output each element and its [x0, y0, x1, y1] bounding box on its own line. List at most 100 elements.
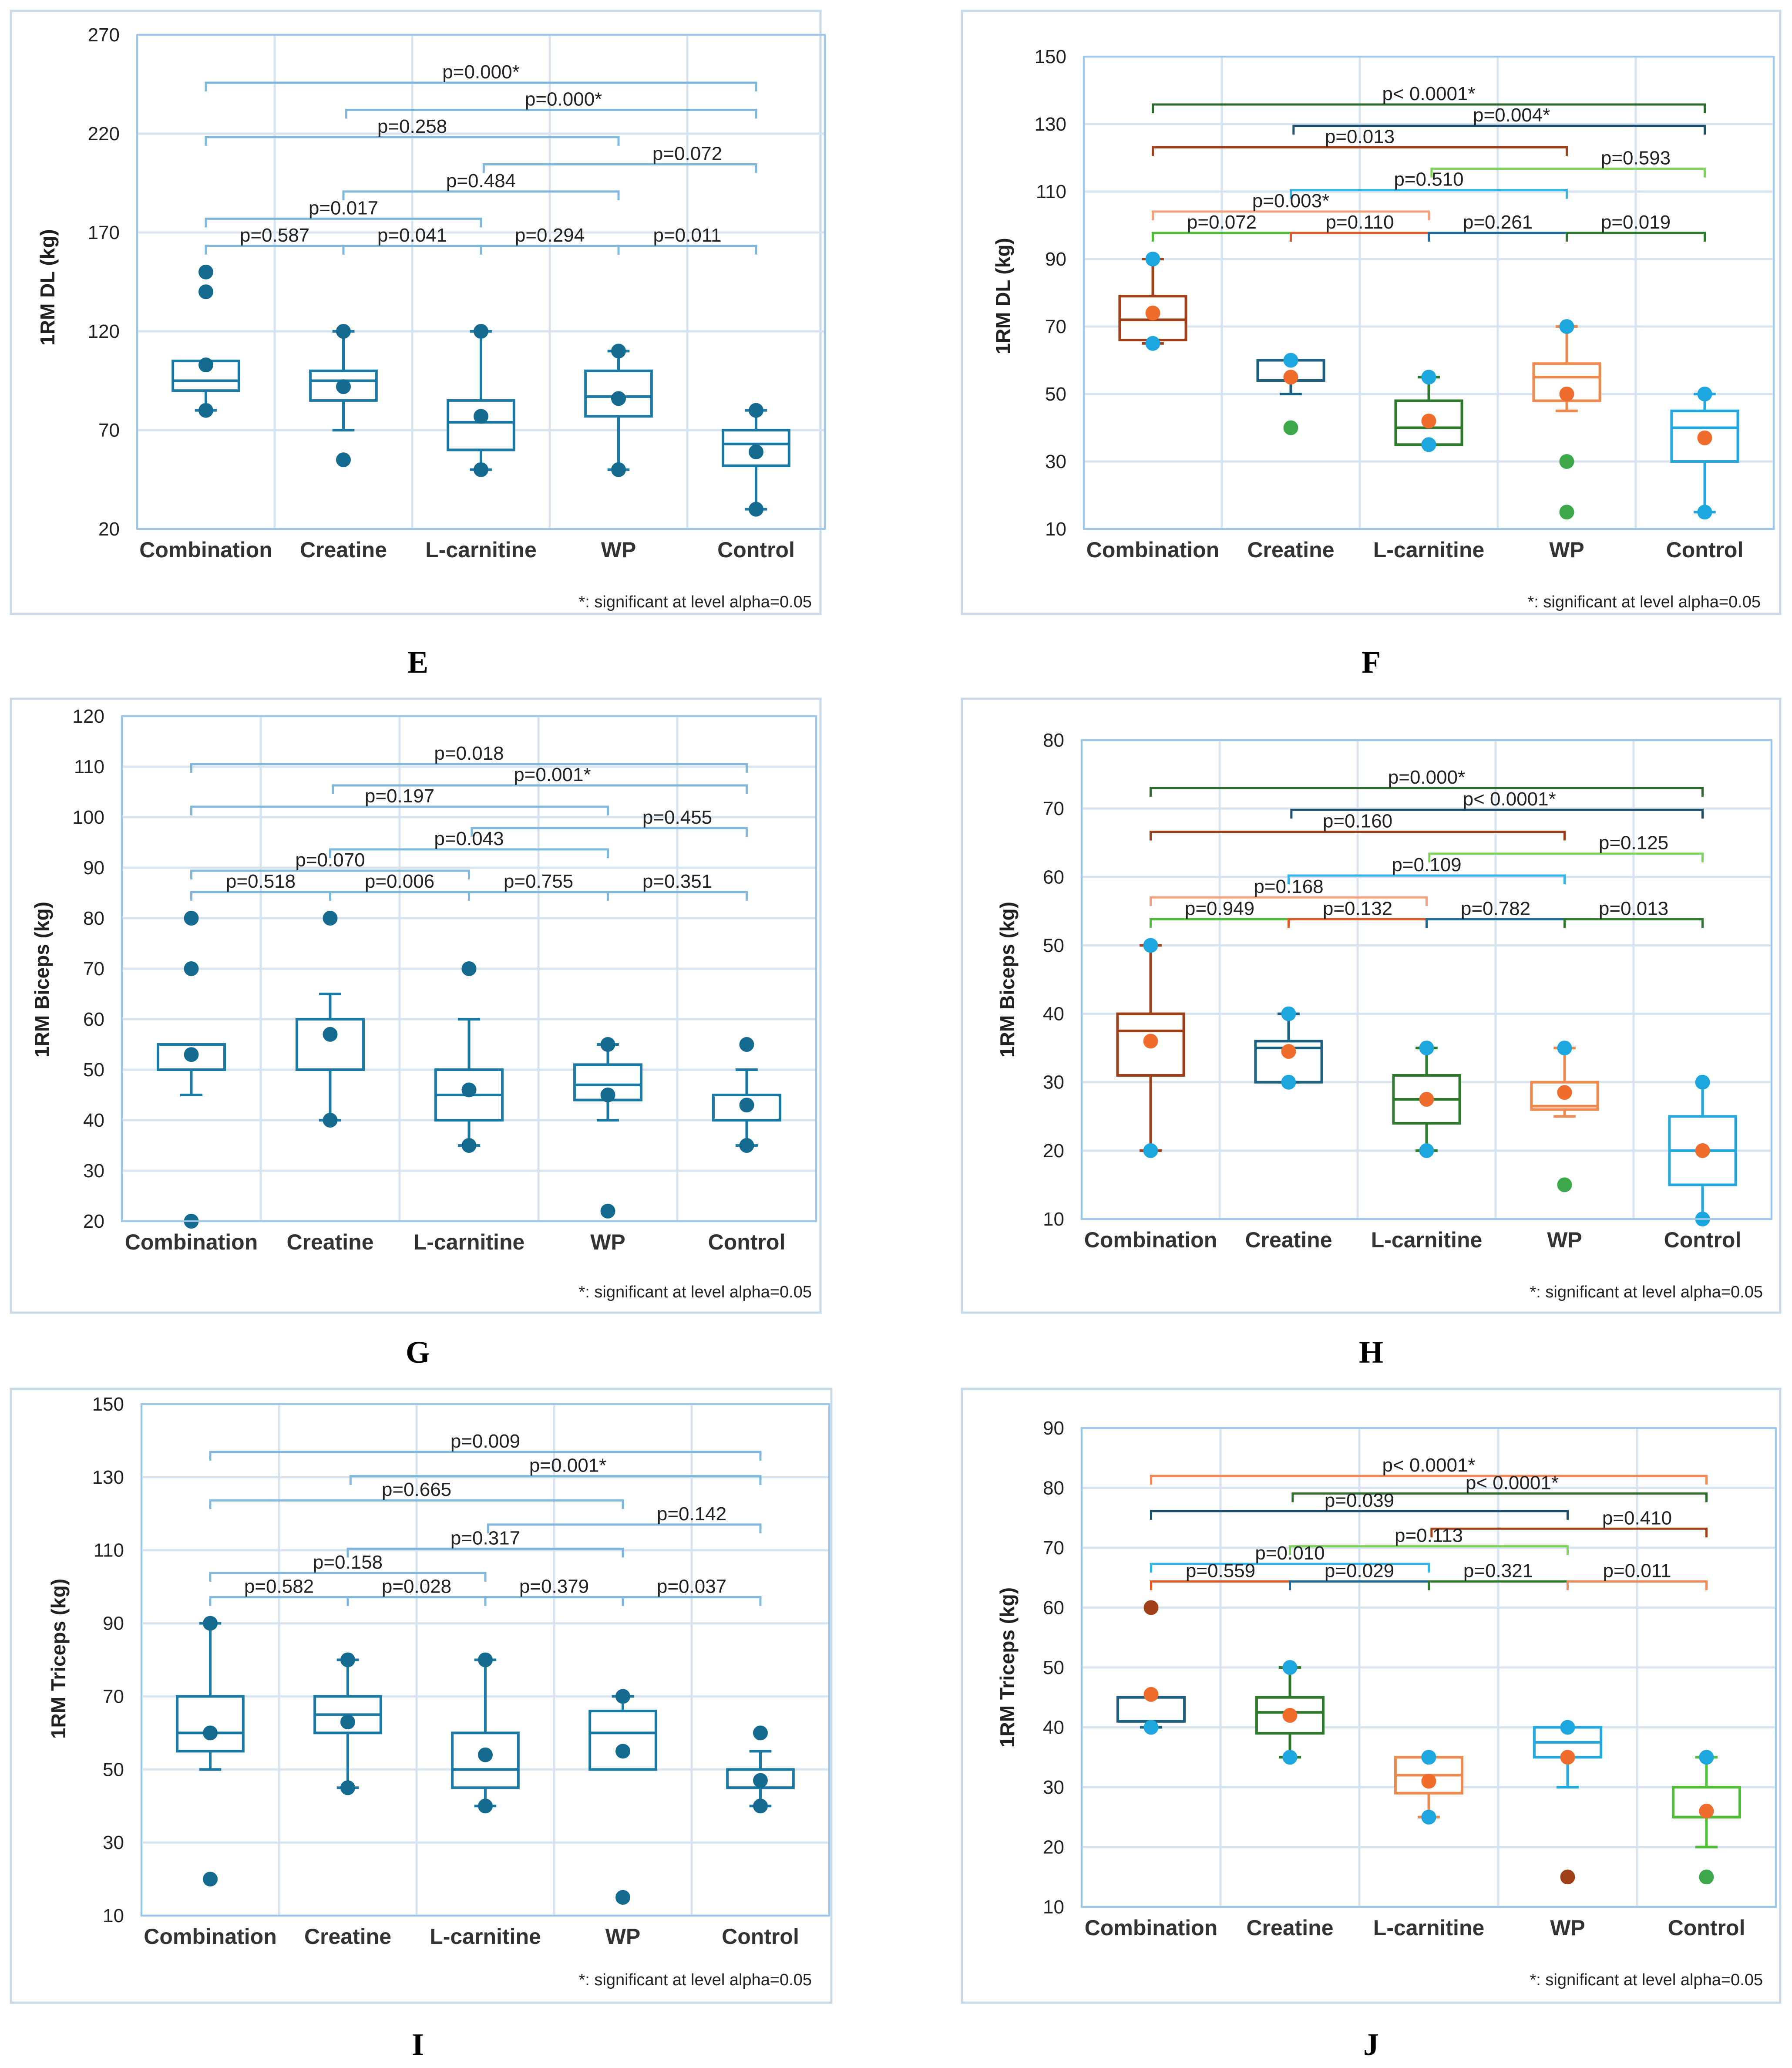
data-point: [615, 1689, 630, 1704]
box-combination: [176, 1616, 245, 1887]
bracket-line: [1428, 852, 1704, 862]
mean-marker: [461, 1082, 477, 1098]
p-value-label: p=0.258: [377, 116, 447, 137]
box-control: [1668, 1074, 1737, 1226]
comparison-bracket: p=0.029: [1289, 1560, 1430, 1590]
data-point: [1145, 252, 1160, 266]
comparison-bracket: p=0.113: [1289, 1525, 1569, 1555]
comparison-bracket: p=0.070: [190, 849, 470, 879]
comparison-bracket: p=0.109: [1288, 854, 1566, 884]
box-wp: [1533, 1720, 1603, 1885]
mean-marker: [340, 1714, 355, 1730]
p-value-label: p=0.518: [226, 871, 296, 892]
x-category-label: Creatine: [1247, 538, 1334, 562]
bracket-line: [1289, 1545, 1569, 1555]
mean-marker: [1421, 1774, 1436, 1789]
box-wp: [1530, 1041, 1599, 1192]
y-tick-label: 40: [83, 1110, 104, 1131]
data-point: [478, 1652, 493, 1667]
data-point: [1419, 1041, 1434, 1056]
bracket-line: [1291, 1492, 1708, 1502]
p-value-label: p< 0.0001*: [1382, 83, 1475, 104]
comparison-bracket: p=0.197: [190, 785, 609, 815]
bracket-line: [345, 108, 757, 119]
y-axis-label: 1RM Triceps (kg): [996, 1587, 1019, 1748]
box-iqr: [447, 399, 515, 451]
significance-note: *: significant at level alpha=0.05: [578, 1971, 812, 1989]
bracket-line: [190, 763, 748, 773]
y-tick-label: 90: [1043, 1418, 1064, 1439]
box-control: [726, 1725, 795, 1814]
p-value-label: p=0.665: [382, 1479, 451, 1500]
plot-area: [136, 34, 826, 530]
bracket-line: [190, 869, 470, 879]
x-category-label: Creatine: [300, 538, 387, 562]
comparison-bracket: p=0.455: [471, 807, 748, 837]
bracket-line: [1430, 1527, 1708, 1538]
p-value-label: p=0.559: [1186, 1560, 1255, 1582]
p-value-label: p=0.142: [657, 1503, 726, 1525]
y-tick-label: 120: [88, 321, 120, 342]
bracket-line: [209, 1572, 487, 1582]
x-category-label: Combination: [1086, 538, 1220, 562]
significance-note: *: significant at level alpha=0.05: [578, 1283, 812, 1301]
y-tick-label: 170: [88, 222, 120, 243]
p-value-label: p=0.197: [365, 785, 434, 807]
comparison-bracket: p=0.510: [1290, 169, 1568, 199]
y-tick-label: 70: [1043, 798, 1064, 819]
comparison-bracket: p=0.665: [209, 1479, 624, 1509]
y-tick-label: 10: [1045, 519, 1066, 540]
x-category-label: WP: [590, 1230, 625, 1254]
comparison-bracket: p=0.017: [205, 197, 482, 228]
bracket-line: [622, 1596, 762, 1606]
p-value-label: p=0.160: [1323, 810, 1392, 832]
bracket-line: [209, 1451, 762, 1461]
y-tick-label: 40: [1043, 1004, 1064, 1025]
bracket-line: [1563, 918, 1704, 928]
bracket-line: [607, 891, 748, 901]
p-value-label: p=0.011: [1603, 1560, 1671, 1582]
chart-panel-f: 10 30 50 70 90 110 130 150 Combination Creatine L-…: [961, 10, 1782, 680]
bracket-line: [1150, 1563, 1430, 1573]
p-value-label: p=0.010: [1255, 1543, 1325, 1564]
data-point: [198, 284, 213, 300]
p-value-label: p=0.379: [519, 1576, 589, 1597]
comparison-bracket: p< 0.0001*: [1150, 1455, 1708, 1485]
mean-marker: [203, 1725, 218, 1741]
mean-marker: [478, 1747, 493, 1762]
data-point: [739, 1138, 754, 1153]
bracket-line: [205, 136, 620, 146]
data-point: [461, 961, 477, 976]
bracket-line: [482, 163, 757, 173]
p-value-label: p=0.017: [309, 197, 378, 219]
mean-marker: [1695, 1143, 1710, 1158]
y-tick-label: 10: [1043, 1896, 1064, 1918]
x-category-label: Creatine: [304, 1924, 391, 1949]
panel-frame: [961, 697, 1782, 1314]
comparison-bracket: p=0.593: [1430, 148, 1706, 178]
x-category-label: WP: [1549, 538, 1584, 562]
y-tick-label: 30: [1045, 451, 1066, 472]
chart-panel-i: 10 30 50 70 90 110 130 150 Combination Creatine L-…: [10, 1388, 833, 2062]
box-creatine: [313, 1652, 382, 1795]
bracket-line: [190, 805, 609, 815]
p-value-label: p< 0.0001*: [1463, 788, 1556, 810]
bracket-line: [1152, 210, 1430, 220]
data-point: [1143, 1143, 1158, 1158]
chart-panel-g: 20 30 40 50 60 70 80 90 100 110 120 Combination Crea…: [10, 697, 822, 1370]
data-point: [1281, 1074, 1296, 1090]
p-value-label: p=0.037: [657, 1576, 726, 1597]
comparison-bracket: p=0.013: [1152, 126, 1568, 156]
x-category-label: L-carnitine: [1371, 1228, 1483, 1252]
y-tick-label: 50: [1045, 384, 1066, 405]
p-value-label: p=0.019: [1601, 212, 1671, 233]
p-value-label: p=0.000*: [525, 88, 602, 110]
box-l-carnitine: [1392, 1041, 1461, 1158]
p-value-label: p=0.003*: [1252, 190, 1329, 212]
p-value-label: p=0.109: [1392, 854, 1461, 876]
bracket-line: [205, 217, 482, 228]
panel-frame: [961, 1388, 1782, 2004]
x-category-label: WP: [605, 1924, 641, 1949]
data-point: [600, 1037, 615, 1052]
p-value-label: p=0.000*: [1388, 767, 1465, 788]
